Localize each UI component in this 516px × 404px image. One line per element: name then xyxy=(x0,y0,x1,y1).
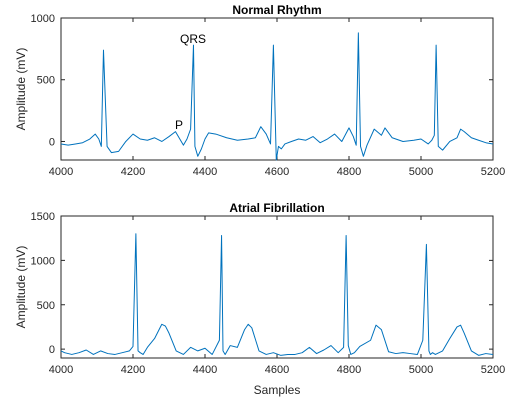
atrial-fibrillation-xtick-label: 4800 xyxy=(337,364,361,376)
normal-rhythm-xtick-label: 4200 xyxy=(121,166,145,178)
normal-rhythm-ticks: 4000 4200 4400 4600 4800 5000 5200 0 500 1000 xyxy=(31,13,506,178)
atrial-fibrillation-xtick-label: 4600 xyxy=(265,364,289,376)
normal-rhythm-panel: Normal Rhythm Amplitude (mV) 4000 4200 440… xyxy=(14,3,505,178)
atrial-fibrillation-ytick-label: 0 xyxy=(49,344,55,356)
normal-rhythm-ytick-label: 500 xyxy=(37,75,55,87)
normal-rhythm-ytick-label: 0 xyxy=(49,136,55,148)
normal-rhythm-xtick-label: 4600 xyxy=(265,166,289,178)
atrial-fibrillation-trace xyxy=(60,233,494,356)
atrial-fibrillation-xtick-label: 4400 xyxy=(193,364,217,376)
atrial-fibrillation-ticks: 4000 4200 4400 4600 4800 5000 5200 0 500 1000 1500 xyxy=(31,211,506,376)
atrial-fibrillation-xtick-label: 4000 xyxy=(49,364,73,376)
atrial-fibrillation-ytick-label: 1500 xyxy=(31,211,55,223)
atrial-fibrillation-xtick-label: 5000 xyxy=(409,364,433,376)
normal-rhythm-xtick-label: 5000 xyxy=(409,166,433,178)
atrial-fibrillation-series-line xyxy=(60,233,494,356)
p-wave-annotation: P xyxy=(175,118,183,132)
atrial-fibrillation-ylabel: Amplitude (mV) xyxy=(14,246,28,329)
atrial-fibrillation-panel: Atrial Fibrillation Amplitude (mV) Sampl… xyxy=(14,201,505,397)
atrial-fibrillation-xtick-label: 5200 xyxy=(481,364,505,376)
atrial-fibrillation-ytick-label: 1000 xyxy=(31,255,55,267)
normal-rhythm-xtick-label: 4400 xyxy=(193,166,217,178)
normal-rhythm-series-line xyxy=(60,32,494,161)
normal-rhythm-xtick-label: 4000 xyxy=(49,166,73,178)
normal-rhythm-xtick-label: 4800 xyxy=(337,166,361,178)
normal-rhythm-ytick-label: 1000 xyxy=(31,13,55,25)
atrial-fibrillation-ytick-label: 500 xyxy=(37,300,55,312)
normal-rhythm-title: Normal Rhythm xyxy=(232,3,321,17)
normal-rhythm-plot-area xyxy=(60,17,494,161)
samples-xlabel: Samples xyxy=(254,383,301,397)
atrial-fibrillation-title: Atrial Fibrillation xyxy=(229,201,324,215)
atrial-fibrillation-xtick-label: 4200 xyxy=(121,364,145,376)
qrs-annotation: QRS xyxy=(180,32,206,46)
normal-rhythm-ylabel: Amplitude (mV) xyxy=(14,48,28,131)
normal-rhythm-trace xyxy=(60,32,494,161)
normal-rhythm-xtick-label: 5200 xyxy=(481,166,505,178)
